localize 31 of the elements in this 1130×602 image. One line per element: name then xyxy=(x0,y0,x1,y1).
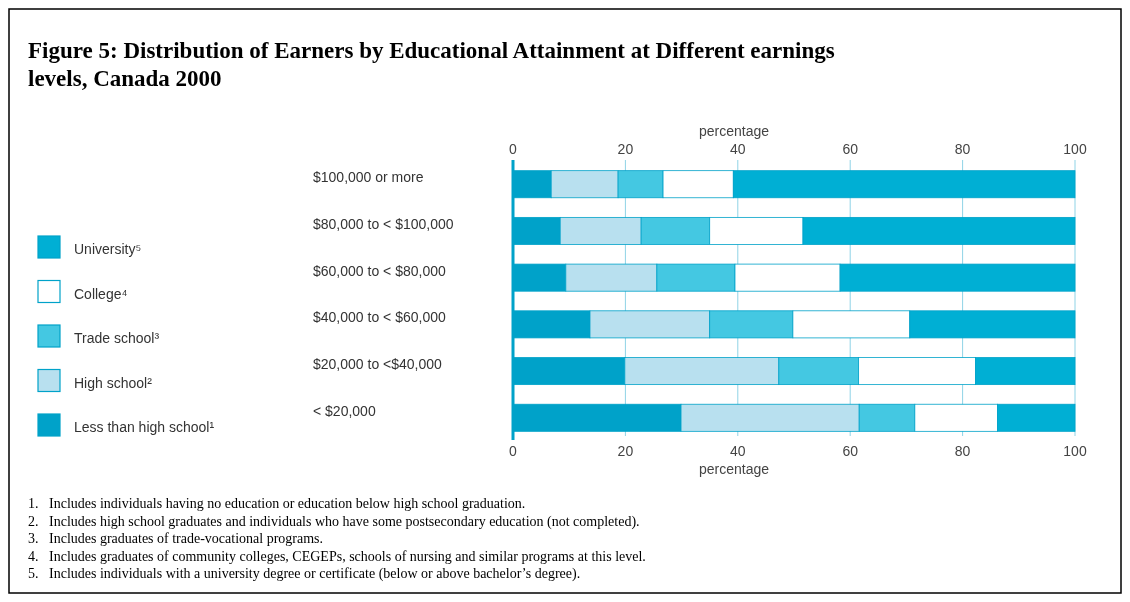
x-axis-title: percentage xyxy=(698,461,770,477)
y-tick-label: $20,000 to <$40,000 xyxy=(313,356,443,373)
x2-tick-label: 0 xyxy=(509,443,518,459)
text: 5. Includes individuals with a university degree or certificate (below or above bachelor’s degree). xyxy=(28,566,581,582)
x2-tick-label: 40 xyxy=(730,443,746,459)
y-tick-label: $100,000 or more xyxy=(313,169,424,186)
text: 3. Includes graduates of trade-vocational programs. xyxy=(28,531,324,546)
x2-tick-label: 60 xyxy=(842,443,859,459)
text: 1. Includes individuals having no education or education below high school graduation. xyxy=(28,496,526,511)
text: 4. Includes graduates of community colleges, CEGEPs, schools of nursing and similar programs at this level. xyxy=(28,548,646,564)
legend-label: High school² xyxy=(74,374,153,391)
legend-label: University⁵ xyxy=(74,241,142,257)
y-tick-label: $40,000 to < $60,000 xyxy=(313,309,446,326)
legend-label: Less than high school¹ xyxy=(74,419,215,435)
x2-axis-title: percentage xyxy=(698,123,770,139)
x2-tick-label: 100 xyxy=(1063,443,1087,459)
x2-tick-label: 20 xyxy=(617,443,634,459)
y-tick-label: $80,000 to < $100,000 xyxy=(313,215,454,232)
x-tick-label: 100 xyxy=(1063,141,1087,157)
x2-tick-label: 80 xyxy=(954,443,971,459)
legend-label: Trade school³ xyxy=(74,330,160,346)
y-tick-label: $60,000 to < $80,000 xyxy=(313,262,446,279)
x-tick-label: 20 xyxy=(617,141,634,157)
y-tick-label: < $20,000 xyxy=(313,402,376,419)
text: 2. Includes high school graduates and individuals who have some postsecondary education (not completed). xyxy=(28,513,640,530)
x-tick-label: 80 xyxy=(954,141,971,157)
x-tick-label: 0 xyxy=(509,141,518,157)
x-tick-label: 40 xyxy=(730,141,746,157)
x-tick-label: 60 xyxy=(842,141,859,157)
legend-label: College⁴ xyxy=(74,285,128,302)
chart-title: Figure 5: Distribution of Earners by Educational Attainment at Different earnings levels, Canada 2000 xyxy=(28,38,835,91)
